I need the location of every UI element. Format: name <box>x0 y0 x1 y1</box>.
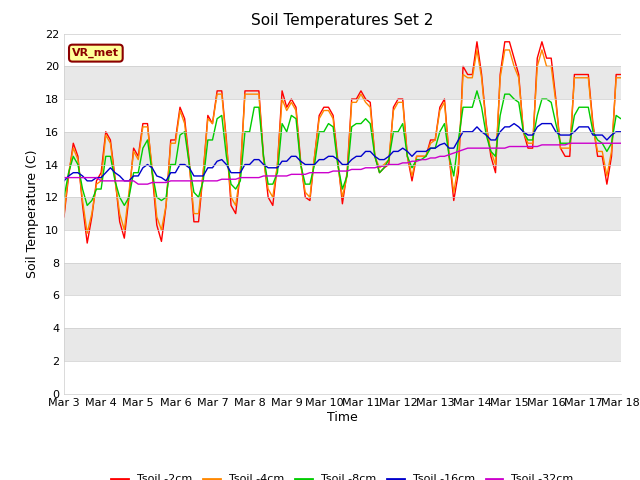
Text: VR_met: VR_met <box>72 48 119 58</box>
Title: Soil Temperatures Set 2: Soil Temperatures Set 2 <box>252 13 433 28</box>
Bar <box>64 34 621 66</box>
Bar <box>64 361 621 394</box>
Bar <box>64 295 621 328</box>
Legend: Tsoil -2cm, Tsoil -4cm, Tsoil -8cm, Tsoil -16cm, Tsoil -32cm: Tsoil -2cm, Tsoil -4cm, Tsoil -8cm, Tsoi… <box>107 470 578 480</box>
Bar <box>64 165 621 197</box>
Bar <box>64 99 621 132</box>
X-axis label: Time: Time <box>327 411 358 424</box>
Bar <box>64 230 621 263</box>
Y-axis label: Soil Temperature (C): Soil Temperature (C) <box>26 149 39 278</box>
